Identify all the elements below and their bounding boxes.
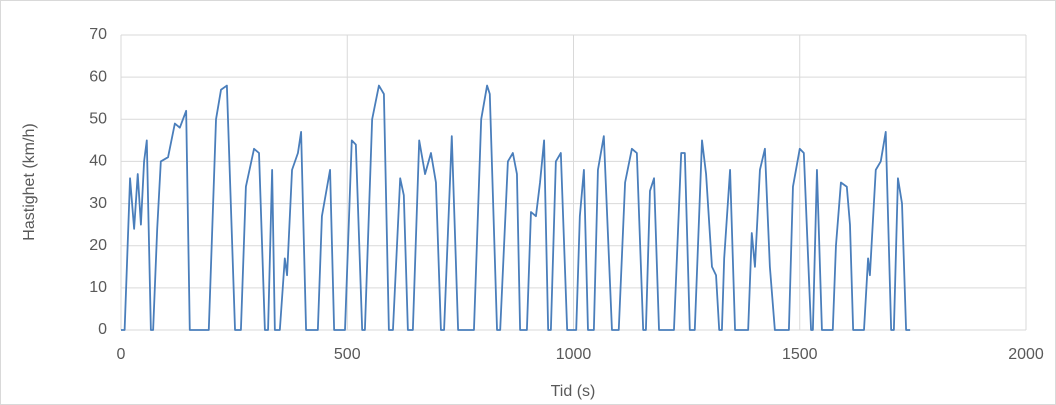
y-tick-label: 20 — [89, 237, 107, 254]
y-tick-label: 0 — [98, 321, 107, 338]
y-tick-label: 40 — [89, 153, 107, 170]
y-axis-label: Hastighet (km/h) — [21, 123, 38, 240]
y-tick-label: 10 — [89, 279, 107, 296]
speed-line — [121, 84, 911, 331]
x-tick-label: 0 — [117, 346, 126, 363]
x-axis-label: Tid (s) — [551, 383, 596, 400]
y-tick-label: 30 — [89, 195, 107, 212]
x-tick-label: 2000 — [1008, 346, 1044, 363]
x-tick-label: 500 — [334, 346, 361, 363]
y-tick-label: 70 — [89, 26, 107, 43]
y-tick-label: 60 — [89, 68, 107, 85]
y-tick-label: 50 — [89, 111, 107, 128]
x-tick-label: 1500 — [782, 346, 818, 363]
x-tick-label: 1000 — [556, 346, 592, 363]
